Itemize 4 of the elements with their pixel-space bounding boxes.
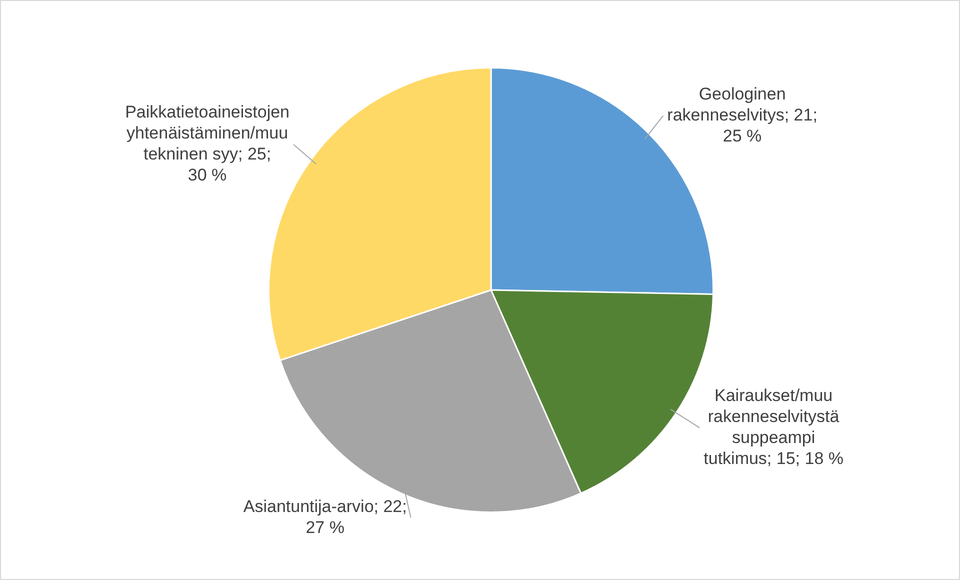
slice-label: Kairaukset/muu rakenneselvitystä suppeampi tutkimus; 15; 18 % — [704, 386, 844, 468]
slice-label: Paikkatietoaineistojen yhtenäistäminen/muu tekninen syy; 25; 30 % — [125, 102, 290, 185]
slice-label: Asiantuntija-arvio; 22; 27 % — [243, 496, 407, 537]
slice-label: Geologinen rakenneselvitys; 21; 25 % — [667, 84, 818, 146]
